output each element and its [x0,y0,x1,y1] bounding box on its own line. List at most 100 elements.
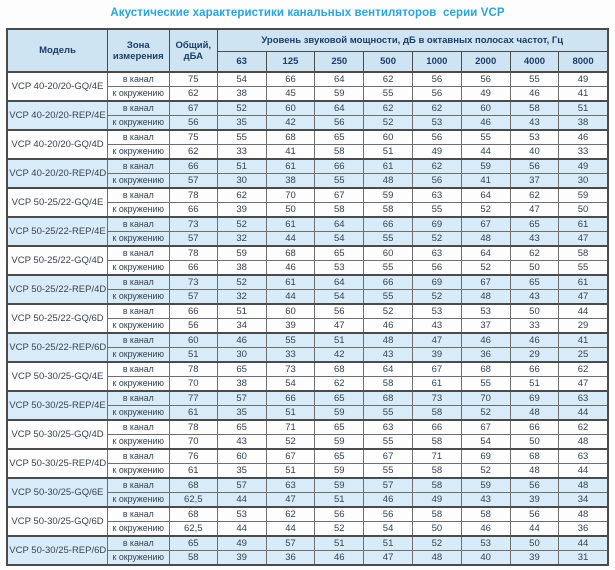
band-level-cell: 33 [265,347,316,363]
band-level-cell: 51 [216,303,267,319]
band-level-cell: 33 [558,144,609,160]
band-level-cell: 55 [363,434,413,450]
band-level-cell: 59 [314,434,365,450]
measurement-zone-cell: в канал [106,129,170,145]
band-level-cell: 67 [460,419,511,435]
band-level-cell: 61 [558,274,609,290]
measurement-zone-cell: в канал [106,216,170,232]
table-row: VCP 50-25/22-REP/4D в канал 73 52 61 64 66 69 67… [6,274,609,305]
band-level-cell: 47 [558,376,609,392]
measurement-zone-cell: в канал [106,390,170,406]
band-level-cell: 46 [509,332,560,348]
band-level-cell: 52 [460,202,511,218]
band-level-cell: 38 [216,260,267,276]
band-level-cell: 47 [558,289,609,305]
band-level-cell: 53 [216,506,267,522]
model-cell: VCP 50-30/25-REP/4E [6,390,108,421]
band-level-cell: 71 [265,419,316,435]
band-level-cell: 65 [314,129,365,145]
column-header-freq-125: 125 [265,50,316,73]
table-row: к окружению 61 35 51 59 55 58 52 48 44 [7,405,609,421]
band-level-cell: 64 [314,100,365,116]
band-level-cell: 64 [363,361,413,377]
table-row: VCP 50-30/25-GQ/6E в канал 68 57 63 59 57 58 59 5… [6,477,609,508]
band-level-cell: 63 [411,245,462,261]
band-level-cell: 44 [216,492,267,508]
band-level-cell: 30 [216,173,267,189]
band-level-cell: 55 [509,71,560,87]
band-level-cell: 46 [509,86,560,102]
measurement-zone-cell: в канал [106,361,170,377]
table-row: VCP 50-25/22-REP/6D в канал 60 46 55 51 48 47 46… [6,332,609,363]
band-level-cell: 73 [265,361,316,377]
band-level-cell: 65 [509,216,560,232]
band-level-cell: 67 [460,216,511,232]
band-level-cell: 62 [314,376,365,392]
band-level-cell: 47 [558,231,609,247]
band-level-cell: 51 [363,535,413,551]
column-header-freq-4000: 4000 [509,50,560,73]
band-level-cell: 34 [216,318,267,334]
band-level-cell: 66 [265,390,316,406]
measurement-zone-cell: к окружению [106,405,170,421]
band-level-cell: 38 [216,86,267,102]
band-level-cell: 47 [509,202,560,218]
band-level-cell: 54 [460,434,511,450]
table-row: VCP 50-30/25-GQ/6D в канал 68 53 62 56 56 58 58 5… [6,506,609,537]
table-row: VCP 40-20/20-REP/4D в канал 66 51 61 66 61 62 59… [6,158,609,189]
band-level-cell: 41 [558,332,609,348]
table-row: к окружению 62,5 44 47 51 46 49 43 39 34 [7,492,609,508]
band-level-cell: 51 [216,158,267,174]
band-level-cell: 64 [460,187,511,203]
band-level-cell: 39 [265,318,316,334]
band-level-cell: 39 [411,347,462,363]
band-level-cell: 62 [216,187,267,203]
measurement-zone-cell: к окружению [106,115,170,131]
band-level-cell: 46 [460,332,511,348]
total-dba-cell: 57 [168,231,218,247]
measurement-zone-cell: к окружению [106,86,170,102]
band-level-cell: 55 [558,260,609,276]
band-level-cell: 71 [411,448,462,464]
total-dba-cell: 70 [168,376,218,392]
band-level-cell: 44 [216,521,267,537]
band-level-cell: 38 [265,173,316,189]
band-level-cell: 67 [314,187,365,203]
band-level-cell: 37 [460,318,511,334]
band-level-cell: 36 [558,521,609,537]
band-level-cell: 56 [411,129,462,145]
total-dba-cell: 75 [168,129,218,145]
band-level-cell: 52 [460,463,511,479]
band-level-cell: 62 [558,419,609,435]
band-level-cell: 31 [558,550,609,566]
band-level-cell: 55 [265,332,316,348]
band-level-cell: 36 [265,550,316,566]
band-level-cell: 48 [558,506,609,522]
column-header-zone: Зона измерения [106,28,170,73]
model-cell: VCP 50-25/22-REP/6D [6,332,108,363]
table-header: Модель Зона измерения Общий, дБА Уровень… [6,28,609,73]
band-level-cell: 65 [216,419,267,435]
band-level-cell: 67 [460,274,511,290]
column-header-freq-250: 250 [314,50,365,73]
band-level-cell: 58 [411,477,462,493]
band-level-cell: 52 [411,231,462,247]
band-level-cell: 49 [411,144,462,160]
band-level-cell: 62 [363,71,413,87]
band-level-cell: 63 [558,448,609,464]
band-level-cell: 60 [216,448,267,464]
band-level-cell: 48 [509,405,560,421]
band-level-cell: 62 [411,100,462,116]
band-level-cell: 56 [460,71,511,87]
band-level-cell: 41 [558,86,609,102]
band-level-cell: 54 [363,521,413,537]
band-level-cell: 62 [558,361,609,377]
table-row: VCP 40-20/20-GQ/4E в канал 75 54 66 64 62 56 56 5… [6,71,609,102]
band-level-cell: 39 [216,550,267,566]
column-header-freq-63: 63 [216,50,267,73]
measurement-zone-cell: в канал [106,448,170,464]
column-header-sound-power-level: Уровень звуковой мощности, дБ в октавных… [216,28,609,52]
band-level-cell: 48 [558,434,609,450]
band-level-cell: 54 [314,289,365,305]
band-level-cell: 68 [363,390,413,406]
